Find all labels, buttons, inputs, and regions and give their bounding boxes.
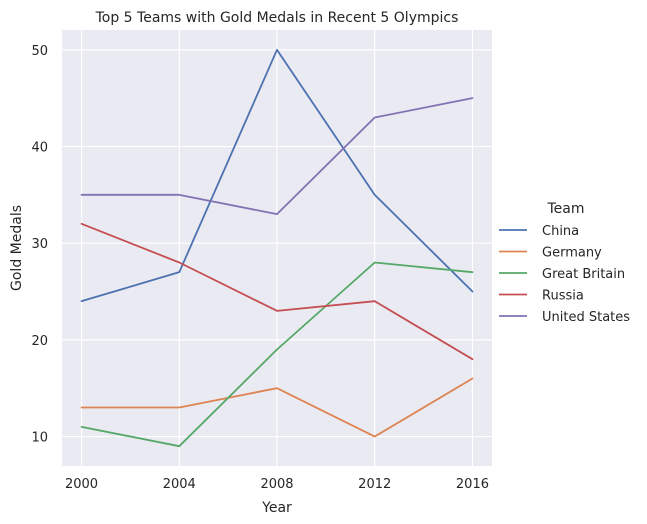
legend-label: China [542,224,579,239]
x-axis-title: Year [261,500,292,516]
legend-label: United States [542,310,630,325]
legend-item-united-states: United States [499,310,630,325]
legend-label: Russia [542,289,584,304]
x-tick-label: 2000 [65,477,98,492]
series-line-united-states [80,97,474,216]
y-tick-labels: 10 20 30 40 50 [31,44,48,446]
legend-item-germany: Germany [499,246,602,261]
x-tick-label: 2008 [260,477,293,492]
y-tick-label: 10 [31,431,48,446]
series-line-great-britain [80,261,474,448]
y-tick-label: 30 [31,237,48,252]
legend-item-china: China [499,224,579,239]
legend-item-great-britain: Great Britain [499,267,625,282]
x-tick-labels: 2000 2004 2008 2012 2016 [65,477,489,492]
legend-label: Germany [542,246,602,261]
x-tick-label: 2012 [358,477,391,492]
x-grid [80,30,474,466]
legend: Team China Germany Great Britain Russia Unit… [499,201,630,325]
x-tick-label: 2016 [456,477,489,492]
series-line-germany [80,377,474,438]
series-lines [80,48,474,448]
y-tick-label: 40 [31,140,48,155]
series-line-china [80,48,474,303]
series-line-russia [80,222,474,361]
x-tick-label: 2004 [163,477,196,492]
legend-label: Great Britain [542,267,625,282]
legend-items: China Germany Great Britain Russia United St… [499,224,630,325]
legend-item-russia: Russia [499,289,584,304]
y-axis-title: Gold Medals [9,205,25,291]
y-tick-label: 20 [31,334,48,349]
y-tick-label: 50 [31,44,48,59]
chart-title: Top 5 Teams with Gold Medals in Recent 5… [95,10,459,26]
legend-title: Team [546,201,584,217]
